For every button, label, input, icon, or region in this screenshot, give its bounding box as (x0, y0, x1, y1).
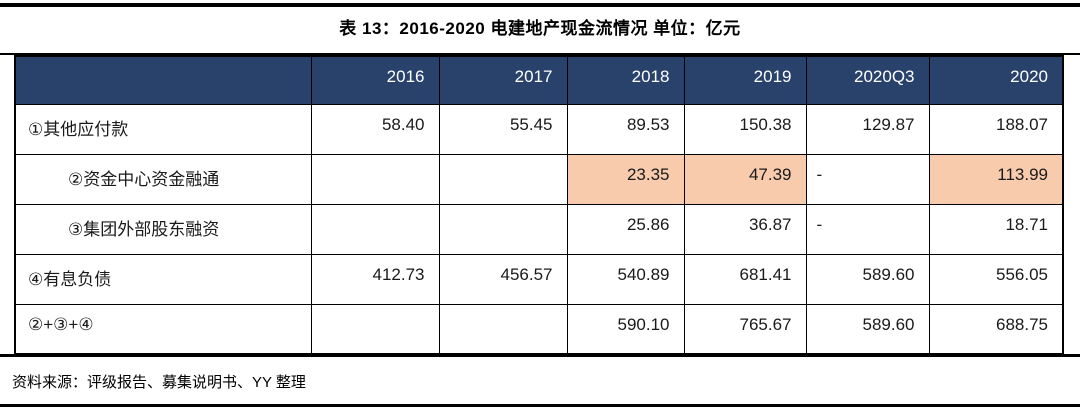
table-top-divider (0, 53, 1080, 55)
column-header-2018: 2018 (566, 55, 685, 105)
table-cell-highlighted: 113.99 (928, 153, 1064, 205)
row-label: ①其他应付款 (14, 103, 312, 155)
table-row: ②+③+④ 590.10 765.67 589.60 688.75 (14, 303, 1064, 355)
table-cell: 188.07 (928, 103, 1064, 155)
source-note: 资料来源：评级报告、募集说明书、YY 整理 (12, 374, 306, 391)
row-label: ②+③+④ (14, 303, 312, 355)
table-cell: 589.60 (805, 253, 930, 305)
bottom-divider (0, 404, 1080, 407)
page-title: 表 13：2016-2020 电建地产现金流情况 单位：亿元 (339, 19, 741, 38)
table-cell: 25.86 (566, 203, 685, 255)
table-cell (438, 303, 568, 355)
column-header-2016: 2016 (310, 55, 440, 105)
table-cell (310, 303, 440, 355)
table-cell: 556.05 (928, 253, 1064, 305)
table-cell: 765.67 (683, 303, 807, 355)
table-cell: 89.53 (566, 103, 685, 155)
table-row: ④有息负债 412.73 456.57 540.89 681.41 589.60… (14, 253, 1064, 305)
table-cell (310, 203, 440, 255)
row-label: ②资金中心资金融通 (14, 153, 312, 205)
table-cell: - (805, 203, 930, 255)
table-row: ②资金中心资金融通 23.35 47.39 - 113.99 (14, 153, 1064, 205)
table-cell: 129.87 (805, 103, 930, 155)
table-row: ③集团外部股东融资 25.86 36.87 - 18.71 (14, 203, 1064, 255)
table-cell: 456.57 (438, 253, 568, 305)
cashflow-table: 2016 2017 2018 2019 2020Q3 2020 ①其他应付款 5… (14, 55, 1064, 355)
table-cell: 36.87 (683, 203, 807, 255)
row-label: ③集团外部股东融资 (14, 203, 312, 255)
table-cell: 540.89 (566, 253, 685, 305)
table-cell: 589.60 (805, 303, 930, 355)
table-cell: 55.45 (438, 103, 568, 155)
table-cell: - (805, 153, 930, 205)
table-cell (438, 203, 568, 255)
column-header-2020: 2020 (928, 55, 1064, 105)
table-cell: 58.40 (310, 103, 440, 155)
column-header-2017: 2017 (438, 55, 568, 105)
table-cell-highlighted: 47.39 (683, 153, 807, 205)
table-cell (310, 153, 440, 205)
table-cell: 18.71 (928, 203, 1064, 255)
table-cell (438, 153, 568, 205)
top-divider (0, 3, 1080, 7)
table-cell: 590.10 (566, 303, 685, 355)
column-header-2019: 2019 (683, 55, 807, 105)
table-bottom-divider (0, 354, 1080, 357)
column-header-blank (14, 55, 312, 105)
table-cell: 150.38 (683, 103, 807, 155)
table-cell: 412.73 (310, 253, 440, 305)
row-label: ④有息负债 (14, 253, 312, 305)
table-cell-highlighted: 23.35 (566, 153, 685, 205)
table-cell: 681.41 (683, 253, 807, 305)
table-header-row: 2016 2017 2018 2019 2020Q3 2020 (14, 55, 1064, 105)
column-header-2020q3: 2020Q3 (805, 55, 930, 105)
table-row: ①其他应付款 58.40 55.45 89.53 150.38 129.87 1… (14, 103, 1064, 155)
table-cell: 688.75 (928, 303, 1064, 355)
